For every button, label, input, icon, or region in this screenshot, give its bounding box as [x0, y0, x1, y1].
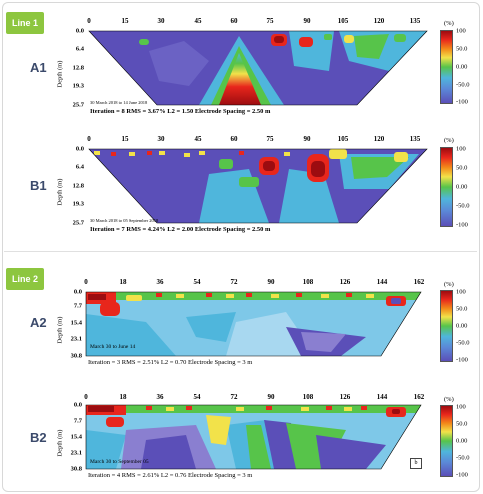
panel-label-b2: B2 — [30, 430, 47, 445]
date-range-a1: 30 March 2018 to 14 June 2018 — [90, 100, 148, 105]
inversion-stats-b1: Iteration = 7 RMS = 4.24% L2 = 2.00 Elec… — [90, 226, 271, 233]
y-axis-label-b1: Depth (m) — [56, 178, 64, 206]
colorbar-b1 — [440, 147, 453, 227]
x-axis-ticks-a1: 0 15 30 45 60 75 90 105 120 135 — [87, 17, 421, 25]
y-axis-ticks-a1: 0.0 6.4 12.8 19.3 25.7 — [72, 27, 84, 109]
colorbar-b2 — [440, 405, 453, 477]
y-axis-ticks-b2: 0.0 7.7 15.4 23.1 30.8 — [70, 401, 82, 473]
inversion-stats-a1: Iteration = 8 RMS = 3.67% L2 = 1.50 Elec… — [90, 108, 271, 115]
section-plot-a2 — [85, 291, 422, 357]
y-axis-label-a2: Depth (m) — [56, 316, 64, 344]
y-axis-ticks-b1: 0.0 6.4 12.8 19.3 25.7 — [72, 145, 84, 227]
section-separator — [4, 251, 477, 252]
section-plot-b1 — [88, 148, 428, 224]
date-range-a2: March 30 to June 14 — [90, 344, 136, 350]
line-2-tab: Line 2 — [6, 268, 44, 290]
x-axis-ticks-a2: 0 18 36 54 72 90 108 126 144 162 — [84, 278, 425, 286]
x-axis-ticks-b2: 0 18 36 54 72 90 108 126 144 162 — [84, 393, 425, 401]
inversion-stats-b2: Iteration = 4 RMS = 2.61% L2 = 0.76 Elec… — [88, 472, 253, 479]
y-axis-label-a1: Depth (m) — [56, 60, 64, 88]
panel-label-a1: A1 — [30, 60, 47, 75]
y-axis-label-b2: Depth (m) — [56, 429, 64, 457]
line-1-tab: Line 1 — [6, 12, 44, 34]
colorbar-a2 — [440, 290, 453, 362]
x-axis-ticks-b1: 0 15 30 45 60 75 90 105 120 135 — [87, 135, 421, 143]
section-plot-b2 — [85, 404, 422, 470]
panel-label-a2: A2 — [30, 315, 47, 330]
colorbar-a1 — [440, 30, 453, 104]
y-axis-ticks-a2: 0.0 7.7 15.4 23.1 30.8 — [70, 288, 82, 360]
inversion-stats-a2: Iteration = 3 RMS = 2.51% L2 = 0.70 Elec… — [88, 359, 253, 366]
panel-label-b1: B1 — [30, 178, 47, 193]
section-plot-a1 — [88, 30, 429, 107]
panel-letter-box-b2: b — [410, 458, 422, 469]
colorbar-unit-b2: (%) — [444, 396, 454, 403]
colorbar-unit-a2: (%) — [444, 281, 454, 288]
date-range-b2: March 30 to September 05 — [90, 459, 149, 465]
colorbar-unit-a1: (%) — [444, 20, 454, 27]
colorbar-unit-b1: (%) — [444, 137, 454, 144]
date-range-b1: 30 March 2018 to 05 September 2018 — [90, 218, 159, 223]
